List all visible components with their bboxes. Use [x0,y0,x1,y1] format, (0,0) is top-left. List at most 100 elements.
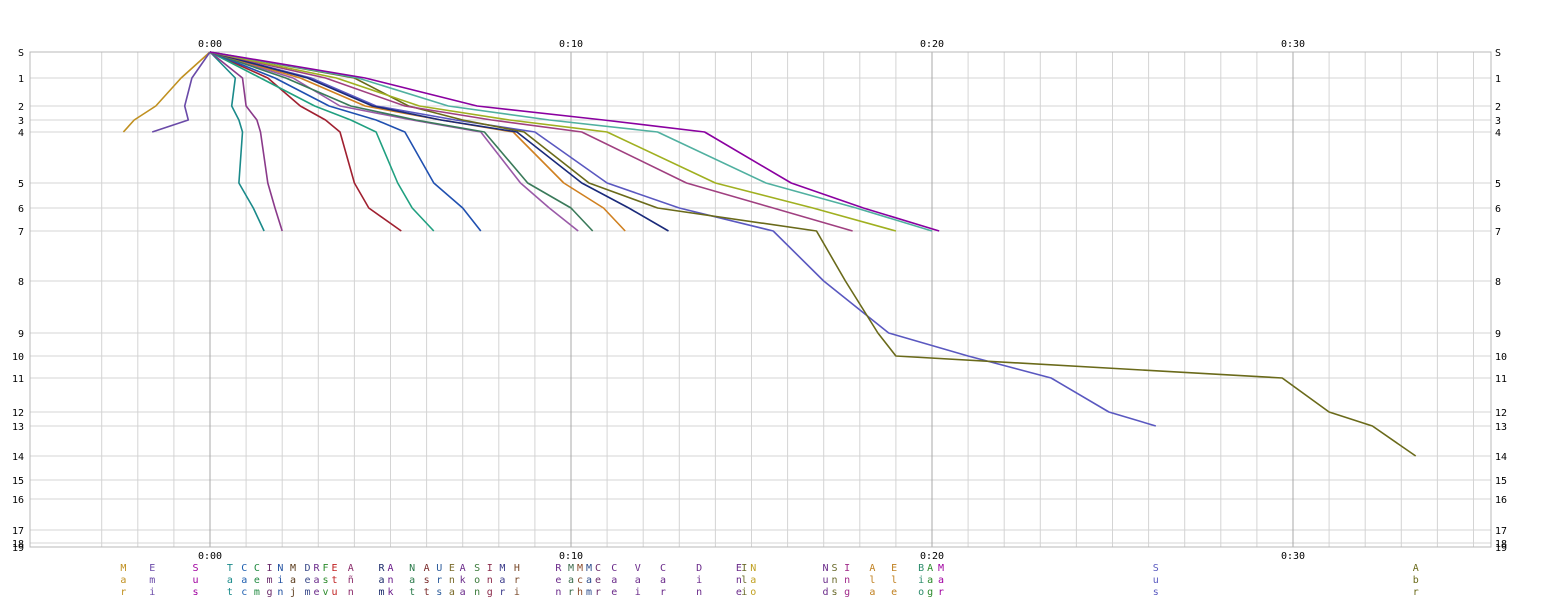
runner-name-char: U [436,563,442,574]
runner-name-char: a [660,575,666,586]
runner-name-char: A [460,563,466,574]
y-tick-label-right: 1 [1495,74,1501,85]
runner-name-char: t [409,587,415,598]
y-tick-label-right: 14 [1495,452,1507,463]
runner-name-char: C [595,563,601,574]
runner-name-char: i [277,575,283,586]
runner-name-char: a [227,575,233,586]
runner-name-char: n [696,587,702,598]
x-tick-label-bottom: 0:00 [198,551,222,562]
y-tick-label-left: 2 [18,102,24,113]
runner-name-char: c [241,587,247,598]
y-tick-label-left: 11 [12,374,24,385]
runner-name-char: k [387,587,393,598]
runner-name-char: e [304,575,310,586]
runner-name-char: C [254,563,260,574]
runner-name-char: A [424,563,430,574]
runner-name-char: N [750,563,756,574]
runner-name-char: E [332,563,338,574]
runner-name-char: M [290,563,296,574]
y-tick-label-left: 8 [18,277,24,288]
y-tick-label-left: 19 [12,543,24,554]
runner-name-char: r [1413,587,1419,598]
runner-name-char: j [290,587,296,598]
runner-name-char: a [938,575,944,586]
x-axis-top: 0:00 0:10 0:20 0:30 [198,39,1305,50]
runner-name-char: E [736,563,742,574]
runner-name-char: u [332,587,338,598]
runner-name-char: g [267,587,273,598]
runner-name-char: a [869,587,875,598]
runner-labels: MarEmiSusTatCacCemImgNinMajDemRaeFsvEtuA… [120,563,1418,598]
y-tick-label-left: 16 [12,495,24,506]
runner-name-char: M [568,563,574,574]
y-tick-label-left: 14 [12,452,24,463]
runner-name-char: m [378,587,384,598]
runner-name-char: n [844,575,850,586]
runner-name-char: a [499,575,505,586]
y-tick-label-left: S [18,48,24,59]
runner-name-char: e [555,575,561,586]
x-tick-label-top: 0:10 [559,39,583,50]
plot-frame [29,51,1492,548]
y-tick-label-right: 12 [1495,408,1507,419]
y-tick-label-left: 13 [12,422,24,433]
y-tick-label-left: 3 [18,116,24,127]
minor-gridlines [30,51,1491,548]
runner-name-char: a [568,575,574,586]
series-line [209,51,482,232]
y-tick-label-right: 18 [1495,539,1507,550]
series-line [209,51,1157,427]
runner-name-char: M [938,563,944,574]
y-tick-label-left: 10 [12,352,24,363]
series-line [151,51,211,133]
runner-name-char: n [277,587,283,598]
runner-name-char: a [635,575,641,586]
runner-name-char: a [449,587,455,598]
y-tick-label-right: 7 [1495,227,1501,238]
runner-name-char: i [514,587,520,598]
runner-name-char: C [611,563,617,574]
series-lines [122,51,1417,457]
y-tick-label-right: 5 [1495,179,1501,190]
runner-name-char: a [378,575,384,586]
runner-name-char: D [696,563,702,574]
runner-name-char: r [514,575,520,586]
runner-name-char: l [741,575,747,586]
runner-name-char: m [586,587,592,598]
runner-name-char: N [409,563,415,574]
runner-name-char: B [918,563,924,574]
y-tick-label-right: 19 [1495,543,1507,554]
y-tick-label-left: 9 [18,329,24,340]
x-tick-label-top: 0:20 [920,39,944,50]
runner-name-char: R [378,563,385,574]
runner-name-char: S [832,563,838,574]
y-tick-label-right: 11 [1495,374,1507,385]
runner-name-char: r [568,587,574,598]
runner-name-char: u [1153,575,1159,586]
y-tick-label-right: 6 [1495,204,1501,215]
runner-name-char: n [736,575,742,586]
runner-name-char: d [822,587,828,598]
runner-name-char: r [120,587,126,598]
series-line [209,51,265,232]
y-tick-label-right: 10 [1495,352,1507,363]
x-tick-label-top: 0:00 [198,39,222,50]
runner-name-char: a [120,575,126,586]
runner-name-char: a [290,575,296,586]
series-line [209,51,594,232]
runner-name-char: s [436,587,442,598]
runner-name-char: s [424,575,430,586]
runner-name-char: a [611,575,617,586]
runner-name-char: n [487,575,493,586]
runner-name-char: A [348,563,354,574]
y-tick-label-right: 4 [1495,128,1501,139]
series-line [209,51,402,232]
runner-name-char: A [387,563,393,574]
y-tick-label-right: 15 [1495,476,1507,487]
x-tick-label-top: 0:30 [1281,39,1305,50]
runner-name-char: s [832,587,838,598]
